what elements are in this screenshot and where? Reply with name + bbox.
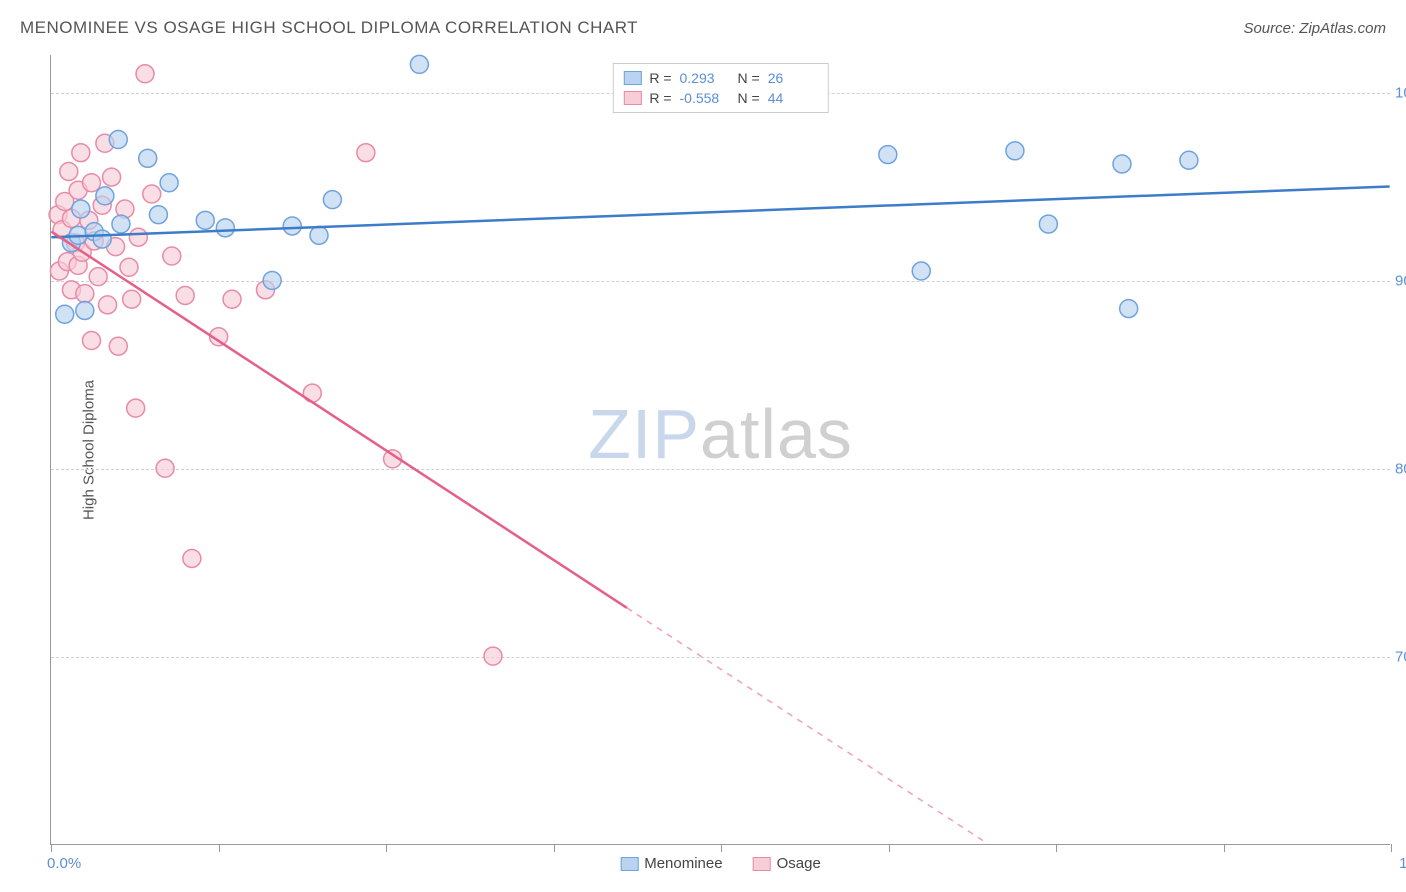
legend-series: Menominee Osage [620, 855, 821, 872]
data-point [112, 215, 130, 233]
legend-swatch [620, 857, 638, 871]
x-tick [1224, 844, 1225, 852]
data-point [139, 149, 157, 167]
regression-line [51, 232, 626, 608]
x-axis-min-label: 0.0% [47, 855, 81, 872]
data-point [1180, 151, 1198, 169]
data-point [879, 146, 897, 164]
x-tick [219, 844, 220, 852]
n-label: N = [738, 90, 760, 106]
y-tick-label: 90.0% [1395, 272, 1406, 289]
data-point [123, 290, 141, 308]
legend-stat-row: R = -0.558 N = 44 [623, 88, 817, 108]
x-tick [51, 844, 52, 852]
legend-item: Osage [753, 855, 821, 872]
r-value: -0.558 [680, 90, 730, 106]
y-tick-label: 70.0% [1395, 648, 1406, 665]
data-point [99, 296, 117, 314]
data-point [263, 271, 281, 289]
data-point [163, 247, 181, 265]
data-point [323, 191, 341, 209]
data-point [912, 262, 930, 280]
data-point [109, 131, 127, 149]
data-point [60, 162, 78, 180]
scatter-plot-svg [51, 55, 1390, 844]
data-point [216, 219, 234, 237]
data-point [76, 301, 94, 319]
data-point [76, 285, 94, 303]
data-point [120, 258, 138, 276]
r-label: R = [649, 90, 671, 106]
data-point [83, 332, 101, 350]
x-tick [721, 844, 722, 852]
legend-stats: R = 0.293 N = 26 R = -0.558 N = 44 [612, 63, 828, 113]
data-point [1120, 300, 1138, 318]
data-point [129, 228, 147, 246]
data-point [83, 174, 101, 192]
n-value: 26 [768, 70, 818, 86]
data-point [72, 200, 90, 218]
y-tick-label: 80.0% [1395, 460, 1406, 477]
data-point [357, 144, 375, 162]
data-point [1039, 215, 1057, 233]
x-axis-max-label: 100.0% [1399, 855, 1406, 872]
r-value: 0.293 [680, 70, 730, 86]
data-point [156, 459, 174, 477]
legend-stat-row: R = 0.293 N = 26 [623, 68, 817, 88]
chart-title: MENOMINEE VS OSAGE HIGH SCHOOL DIPLOMA C… [20, 18, 638, 38]
n-label: N = [738, 70, 760, 86]
data-point [109, 337, 127, 355]
data-point [96, 187, 114, 205]
data-point [93, 230, 111, 248]
chart-area: High School Diploma ZIPatlas R =0.293N =… [50, 55, 1390, 845]
regression-line-extrapolated [627, 608, 988, 844]
data-point [136, 65, 154, 83]
legend-swatch [623, 91, 641, 105]
data-point [143, 185, 161, 203]
legend-label: Menominee [644, 855, 722, 872]
data-point [103, 168, 121, 186]
legend-swatch [623, 71, 641, 85]
data-point [89, 268, 107, 286]
x-tick [554, 844, 555, 852]
y-tick-label: 100.0% [1395, 84, 1406, 101]
x-tick [889, 844, 890, 852]
x-tick [1391, 844, 1392, 852]
data-point [283, 217, 301, 235]
source-label: Source: ZipAtlas.com [1243, 20, 1386, 37]
legend-swatch [753, 857, 771, 871]
x-tick [386, 844, 387, 852]
data-point [56, 305, 74, 323]
data-point [127, 399, 145, 417]
data-point [176, 286, 194, 304]
r-label: R = [649, 70, 671, 86]
data-point [484, 647, 502, 665]
data-point [72, 144, 90, 162]
n-value: 44 [768, 90, 818, 106]
data-point [183, 549, 201, 567]
legend-label: Osage [777, 855, 821, 872]
data-point [310, 226, 328, 244]
data-point [196, 211, 214, 229]
data-point [223, 290, 241, 308]
x-tick [1056, 844, 1057, 852]
legend-item: Menominee [620, 855, 722, 872]
data-point [1113, 155, 1131, 173]
data-point [160, 174, 178, 192]
data-point [410, 55, 428, 73]
data-point [149, 206, 167, 224]
regression-line [51, 187, 1389, 238]
data-point [1006, 142, 1024, 160]
